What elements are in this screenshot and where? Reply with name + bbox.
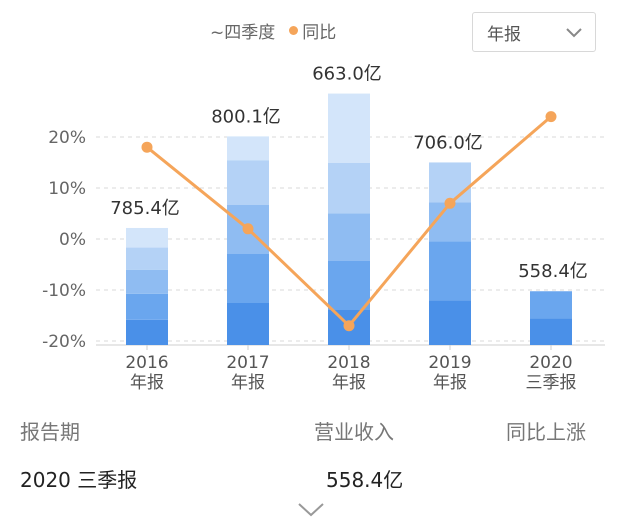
expand-chevron-icon[interactable] — [296, 500, 326, 520]
yoy-point — [242, 223, 254, 235]
period-select-value: 年报 — [487, 24, 521, 45]
x-tick-label: 2020 — [529, 353, 572, 373]
bar-segment — [126, 269, 168, 294]
x-tick-label: 年报 — [130, 373, 164, 393]
x-tick-label: 年报 — [332, 373, 366, 393]
header-period: 报告期 — [20, 420, 80, 444]
y-tick-label: 0% — [59, 230, 86, 250]
yoy-point — [343, 320, 355, 332]
header-revenue: 营业收入 — [314, 420, 394, 444]
bar-segment — [328, 261, 370, 310]
legend-line-label[interactable]: 同比 — [302, 23, 337, 43]
bar-segment — [126, 319, 168, 345]
x-tick-label: 2016 — [125, 353, 168, 373]
bar-value-label: 785.4亿 — [110, 198, 180, 219]
chevron-down-icon — [566, 28, 582, 38]
header-change: 同比上涨 — [506, 420, 586, 444]
y-tick-label: 20% — [48, 128, 86, 148]
x-tick-label: 2019 — [428, 353, 471, 373]
bar-segment — [328, 213, 370, 261]
bar-value-label: 663.0亿 — [312, 64, 382, 85]
bar-segment — [227, 254, 269, 303]
bar-segment — [227, 160, 269, 205]
y-tick-label: -10% — [42, 281, 86, 301]
bar-value-label: 800.1亿 — [211, 106, 281, 127]
legend-line-dot-icon — [289, 26, 299, 35]
bar-segment — [429, 241, 471, 301]
x-tick-label: 年报 — [433, 373, 467, 393]
row-period: 2020 三季报 — [20, 468, 138, 492]
legend-partial-label: ~四季度 — [210, 23, 276, 43]
bar-value-label: 558.4亿 — [518, 261, 588, 282]
bar-segment — [530, 291, 572, 319]
x-tick-label: 2018 — [327, 353, 370, 373]
bar-segment — [429, 300, 471, 345]
y-tick-label: -20% — [42, 332, 86, 352]
x-tick-label: 2017 — [226, 353, 269, 373]
bar-segment — [126, 227, 168, 248]
revenue-chart: 20%10%0%-10%-20%785.4亿2016年报800.1亿2017年报… — [42, 64, 605, 393]
yoy-point — [444, 197, 456, 209]
bar-value-label: 706.0亿 — [413, 132, 483, 153]
y-tick-label: 10% — [48, 179, 86, 199]
bar-segment — [126, 247, 168, 270]
row-revenue: 558.4亿 — [326, 468, 404, 492]
period-select[interactable]: 年报 — [472, 12, 596, 52]
legend: ~四季度 同比 — [210, 18, 336, 43]
x-tick-label: 年报 — [231, 373, 265, 393]
x-tick-label: 三季报 — [526, 373, 577, 393]
yoy-point — [545, 111, 557, 123]
bar-segment — [126, 293, 168, 320]
bar-segment — [227, 303, 269, 345]
bar-segment — [429, 162, 471, 203]
yoy-point — [141, 141, 153, 153]
bar-segment — [530, 318, 572, 345]
bar-segment — [328, 93, 370, 163]
bar-segment — [328, 163, 370, 214]
bar-segment — [227, 136, 269, 161]
